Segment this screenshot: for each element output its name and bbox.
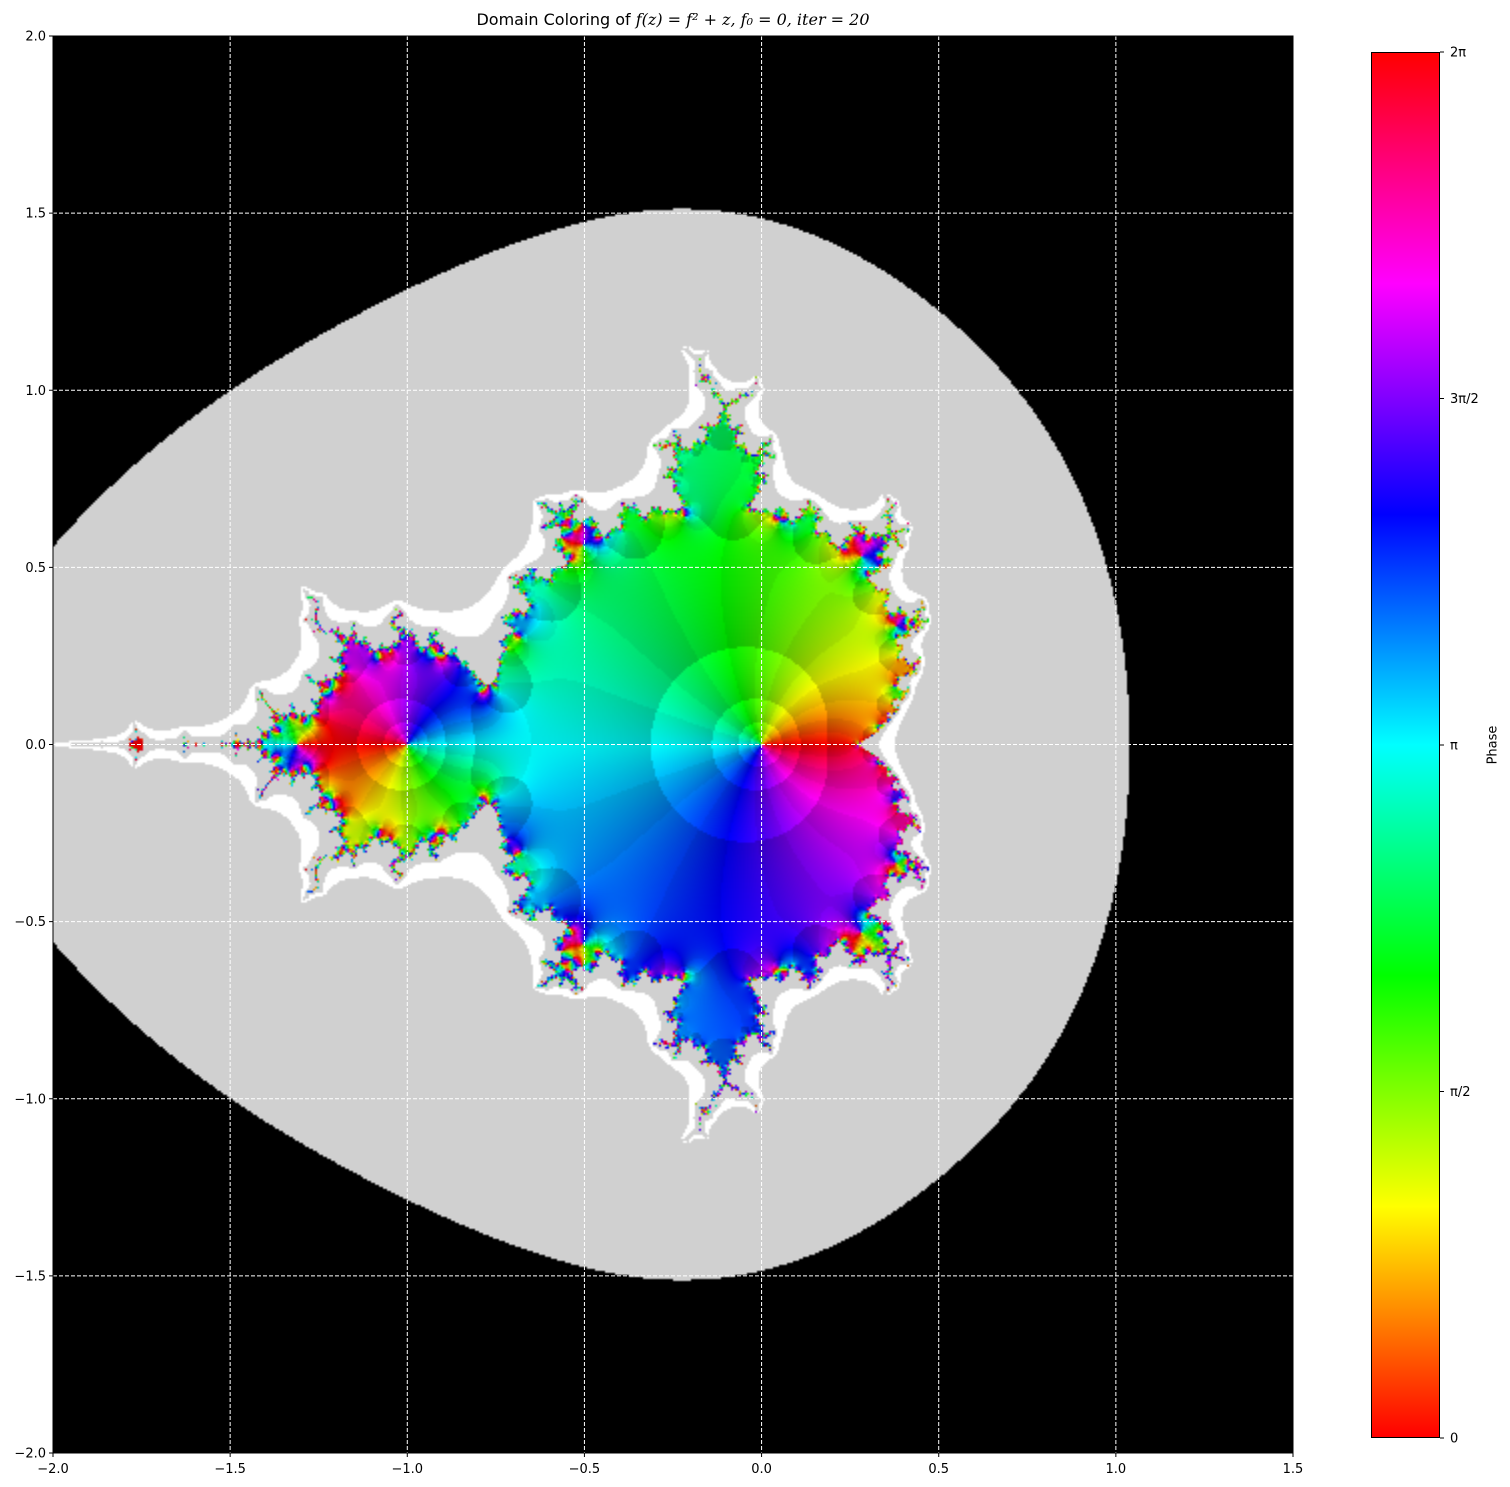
x-tick-label: −0.5 (569, 1462, 601, 1477)
chart-title: Domain Coloring of f(z) = f² + z, f₀ = 0… (53, 10, 1293, 29)
colorbar-tick-label: π (1450, 739, 1458, 754)
colorbar-tick-label: 2π (1450, 46, 1466, 61)
y-tick-label: 0.0 (25, 738, 46, 753)
x-tick-label: 1.0 (1106, 1462, 1127, 1477)
x-tick-label: 1.5 (1283, 1462, 1304, 1477)
y-tick-label: 0.5 (25, 561, 46, 576)
colorbar (1371, 52, 1440, 1438)
colorbar-axis: 0 π/2 π 3π/2 2π (1440, 46, 1479, 1447)
y-tick-label: −1.0 (14, 1092, 46, 1107)
y-tick-label: 2.0 (25, 30, 46, 45)
colorbar-tick-label: 3π/2 (1450, 392, 1479, 407)
y-tick-label: 1.0 (25, 384, 46, 399)
y-tick-label: −2.0 (14, 1447, 46, 1462)
colorbar-label: Phase (1485, 725, 1501, 765)
x-tick-label: −2.0 (37, 1462, 69, 1477)
x-tick-label: −1.5 (214, 1462, 246, 1477)
y-axis: −2.0 −1.5 −1.0 −0.5 0.0 0.5 1.0 1.5 2.0 (14, 30, 53, 1462)
x-axis: −2.0 −1.5 −1.0 −0.5 0.0 0.5 1.0 1.5 (37, 1453, 1303, 1477)
colorbar-tick-label: π/2 (1450, 1085, 1470, 1100)
y-tick-label: −1.5 (14, 1269, 46, 1284)
grid-lines (53, 36, 1293, 1453)
chart-title-formula: f(z) = f² + z, f₀ = 0, iter = 20 (635, 10, 870, 29)
colorbar-tick-label: 0 (1450, 1432, 1458, 1447)
y-tick-label: 1.5 (25, 207, 46, 222)
y-tick-label: −0.5 (14, 915, 46, 930)
chart-title-prefix: Domain Coloring of (476, 10, 636, 29)
x-tick-label: 0.5 (928, 1462, 949, 1477)
x-tick-label: 0.0 (751, 1462, 772, 1477)
x-tick-label: −1.0 (391, 1462, 423, 1477)
